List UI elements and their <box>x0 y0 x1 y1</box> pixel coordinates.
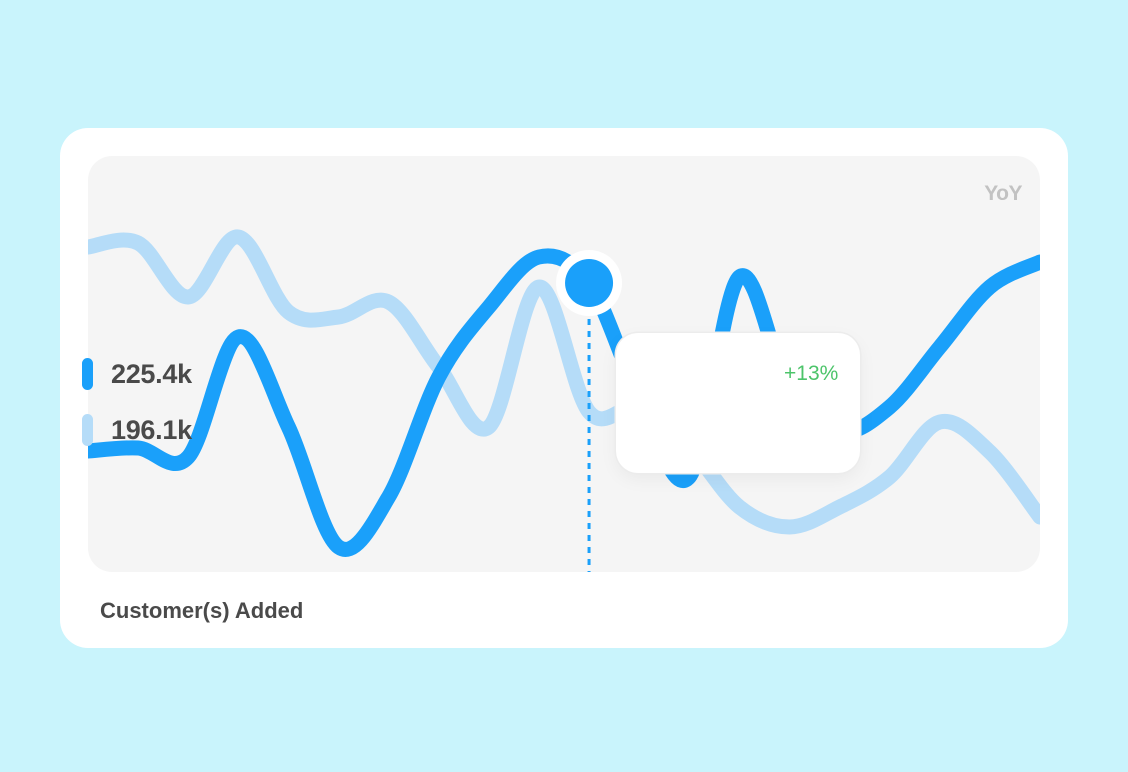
tooltip-previous-value: 196.1k <box>111 414 192 445</box>
tooltip-row-previous: 196.1k <box>82 413 192 447</box>
chart-plot-area: YoY <box>88 156 1040 572</box>
current-series-swatch <box>82 358 93 390</box>
highlight-point[interactable] <box>565 259 614 307</box>
previous-series-swatch <box>82 414 93 446</box>
tooltip-current-value: 225.4k <box>111 358 192 389</box>
tooltip-row-current: 225.4k <box>82 357 192 391</box>
line-chart <box>88 156 1040 572</box>
chart-card: YoY 225.4k +13% 196.1k Customer(s) Added <box>60 128 1068 648</box>
yoy-badge[interactable]: YoY <box>984 182 1022 205</box>
data-tooltip <box>616 333 860 473</box>
series-line-previous <box>88 229 1040 535</box>
tooltip-change-percent: +13% <box>784 362 839 385</box>
card-title: Customer(s) Added <box>100 598 304 623</box>
